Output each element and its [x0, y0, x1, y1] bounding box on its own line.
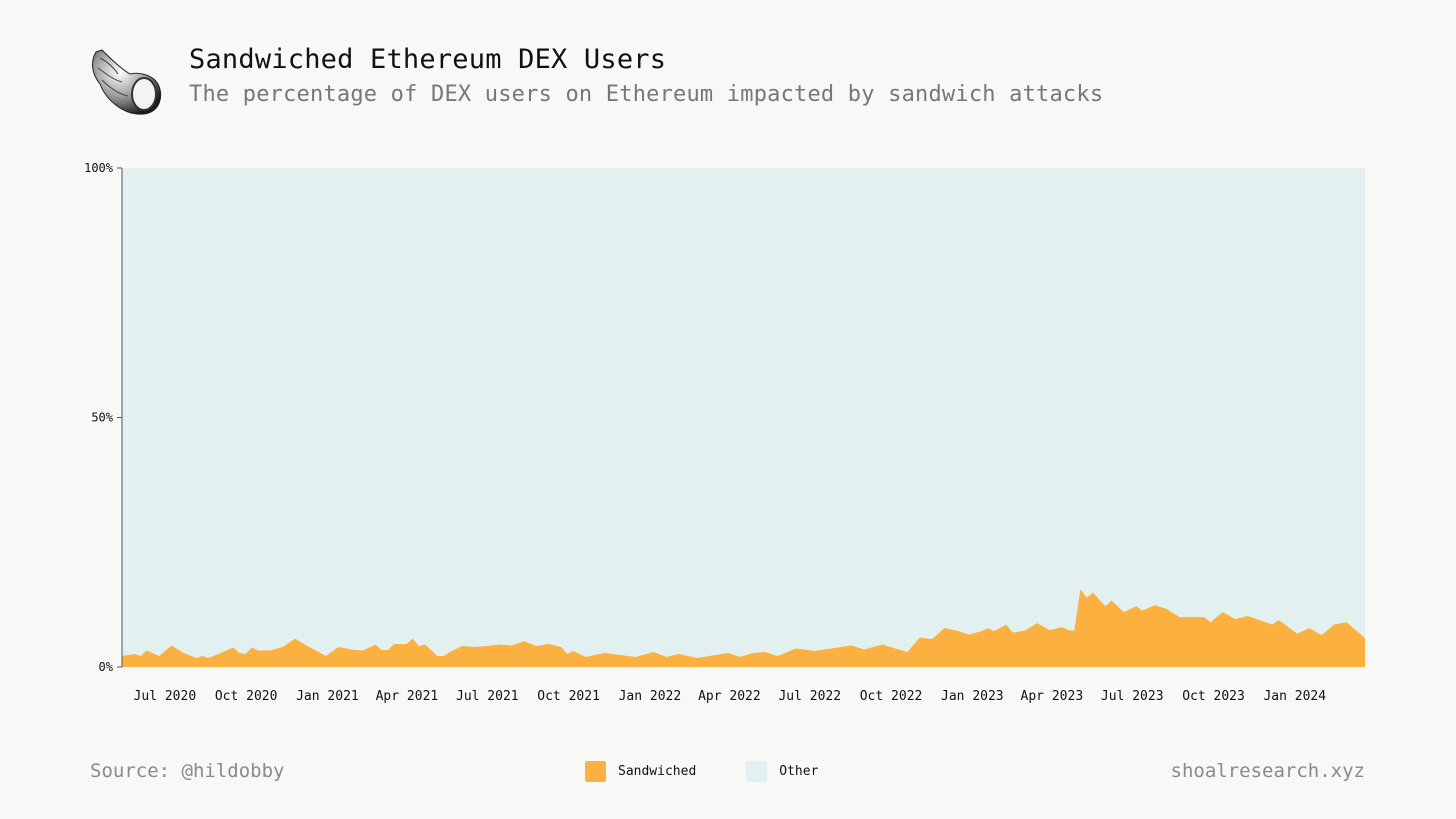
x-tick-label-4: Jul 2021: [456, 689, 519, 704]
x-tick-label-11: Apr 2023: [1021, 689, 1084, 704]
x-tick-label-12: Jul 2023: [1101, 689, 1164, 704]
seashell-logo: [86, 44, 166, 120]
series-area-other: [122, 168, 1365, 667]
legend-label-other: Other: [779, 764, 819, 779]
x-tick-label-14: Jan 2024: [1263, 689, 1326, 704]
x-tick-label-6: Jan 2022: [619, 689, 682, 704]
chart-title: Sandwiched Ethereum DEX Users: [189, 44, 667, 75]
site-credit: shoalresearch.xyz: [1170, 760, 1365, 782]
x-tick-label-5: Oct 2021: [537, 689, 600, 704]
legend-swatch-sandwiched: [585, 761, 606, 782]
seashell-icon: [92, 49, 162, 115]
series-area-sandwiched: [122, 589, 1365, 667]
legend-swatch-other: [746, 761, 768, 782]
x-tick-label-7: Apr 2022: [698, 689, 761, 704]
x-tick-label-10: Jan 2023: [941, 689, 1004, 704]
x-tick-label-9: Oct 2022: [860, 689, 923, 704]
y-tick-label-2: 100%: [84, 161, 114, 175]
chart-subtitle: The percentage of DEX users on Ethereum …: [189, 82, 1104, 107]
plot-area: [122, 168, 1365, 667]
x-tick-label-0: Jul 2020: [134, 689, 197, 704]
legend-item-other: Other: [746, 761, 818, 782]
x-tick-label-3: Apr 2021: [376, 689, 439, 704]
y-tick-label-1: 50%: [91, 411, 113, 425]
x-tick-label-8: Jul 2022: [778, 689, 841, 704]
legend-item-sandwiched: Sandwiched: [585, 761, 696, 782]
axes: 0% 50% 100% Jul 2020 Oct 2020 Jan 2021 Apr 202…: [84, 161, 1326, 704]
x-tick-label-13: Oct 2023: [1182, 689, 1245, 704]
x-tick-label-1: Oct 2020: [215, 689, 278, 704]
legend-label-sandwiched: Sandwiched: [618, 764, 697, 779]
x-tick-label-2: Jan 2021: [296, 689, 359, 704]
y-tick-label-0: 0%: [99, 660, 114, 674]
source-credit: Source: @hildobby: [90, 760, 285, 782]
legend: Sandwiched Other: [585, 761, 868, 782]
